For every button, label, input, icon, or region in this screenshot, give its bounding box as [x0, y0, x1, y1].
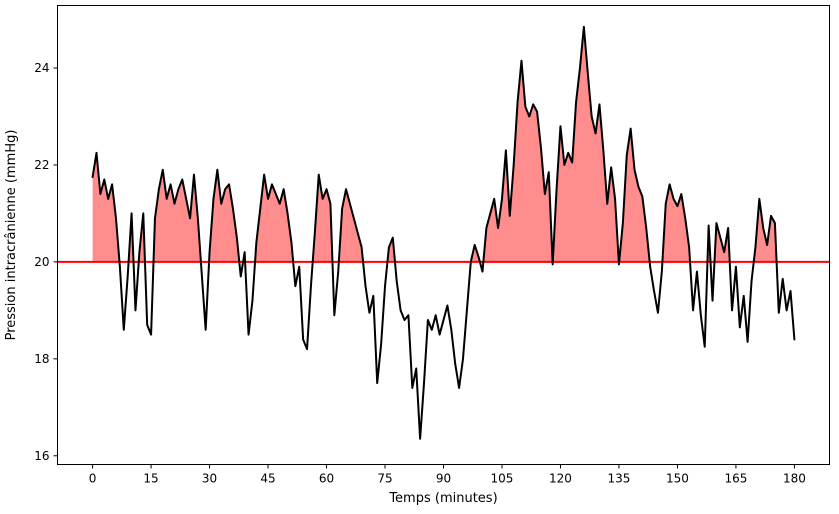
x-tick-label: 165	[724, 472, 747, 486]
x-tick-label: 30	[202, 472, 217, 486]
y-tick-label: 22	[34, 158, 49, 172]
y-tick-label: 16	[34, 449, 49, 463]
x-tick-label: 90	[436, 472, 451, 486]
x-tick-label: 15	[143, 472, 158, 486]
above-threshold-fill-area	[92, 26, 795, 262]
x-tick-label: 180	[783, 472, 806, 486]
x-axis-label: Temps (minutes)	[388, 491, 497, 506]
x-tick-label: 75	[377, 472, 392, 486]
x-tick-label: 150	[666, 472, 689, 486]
x-tick-label: 120	[549, 472, 572, 486]
x-tick-label: 135	[608, 472, 631, 486]
x-tick-label: 45	[260, 472, 275, 486]
y-axis-ticks: 16 18 20 22 24	[34, 61, 58, 463]
x-tick-label: 105	[491, 472, 514, 486]
y-axis-label: Pression intracrânienne (mmHg)	[4, 130, 19, 341]
x-tick-label: 0	[89, 472, 97, 486]
x-tick-label: 60	[319, 472, 334, 486]
x-axis-ticks: 0 15 30 45 60 75 90 105 120 135 150 165 180	[89, 464, 806, 486]
y-tick-label: 20	[34, 255, 49, 269]
y-tick-label: 24	[34, 61, 49, 75]
y-tick-label: 18	[34, 352, 49, 366]
pressure-trace-line	[91, 25, 796, 440]
